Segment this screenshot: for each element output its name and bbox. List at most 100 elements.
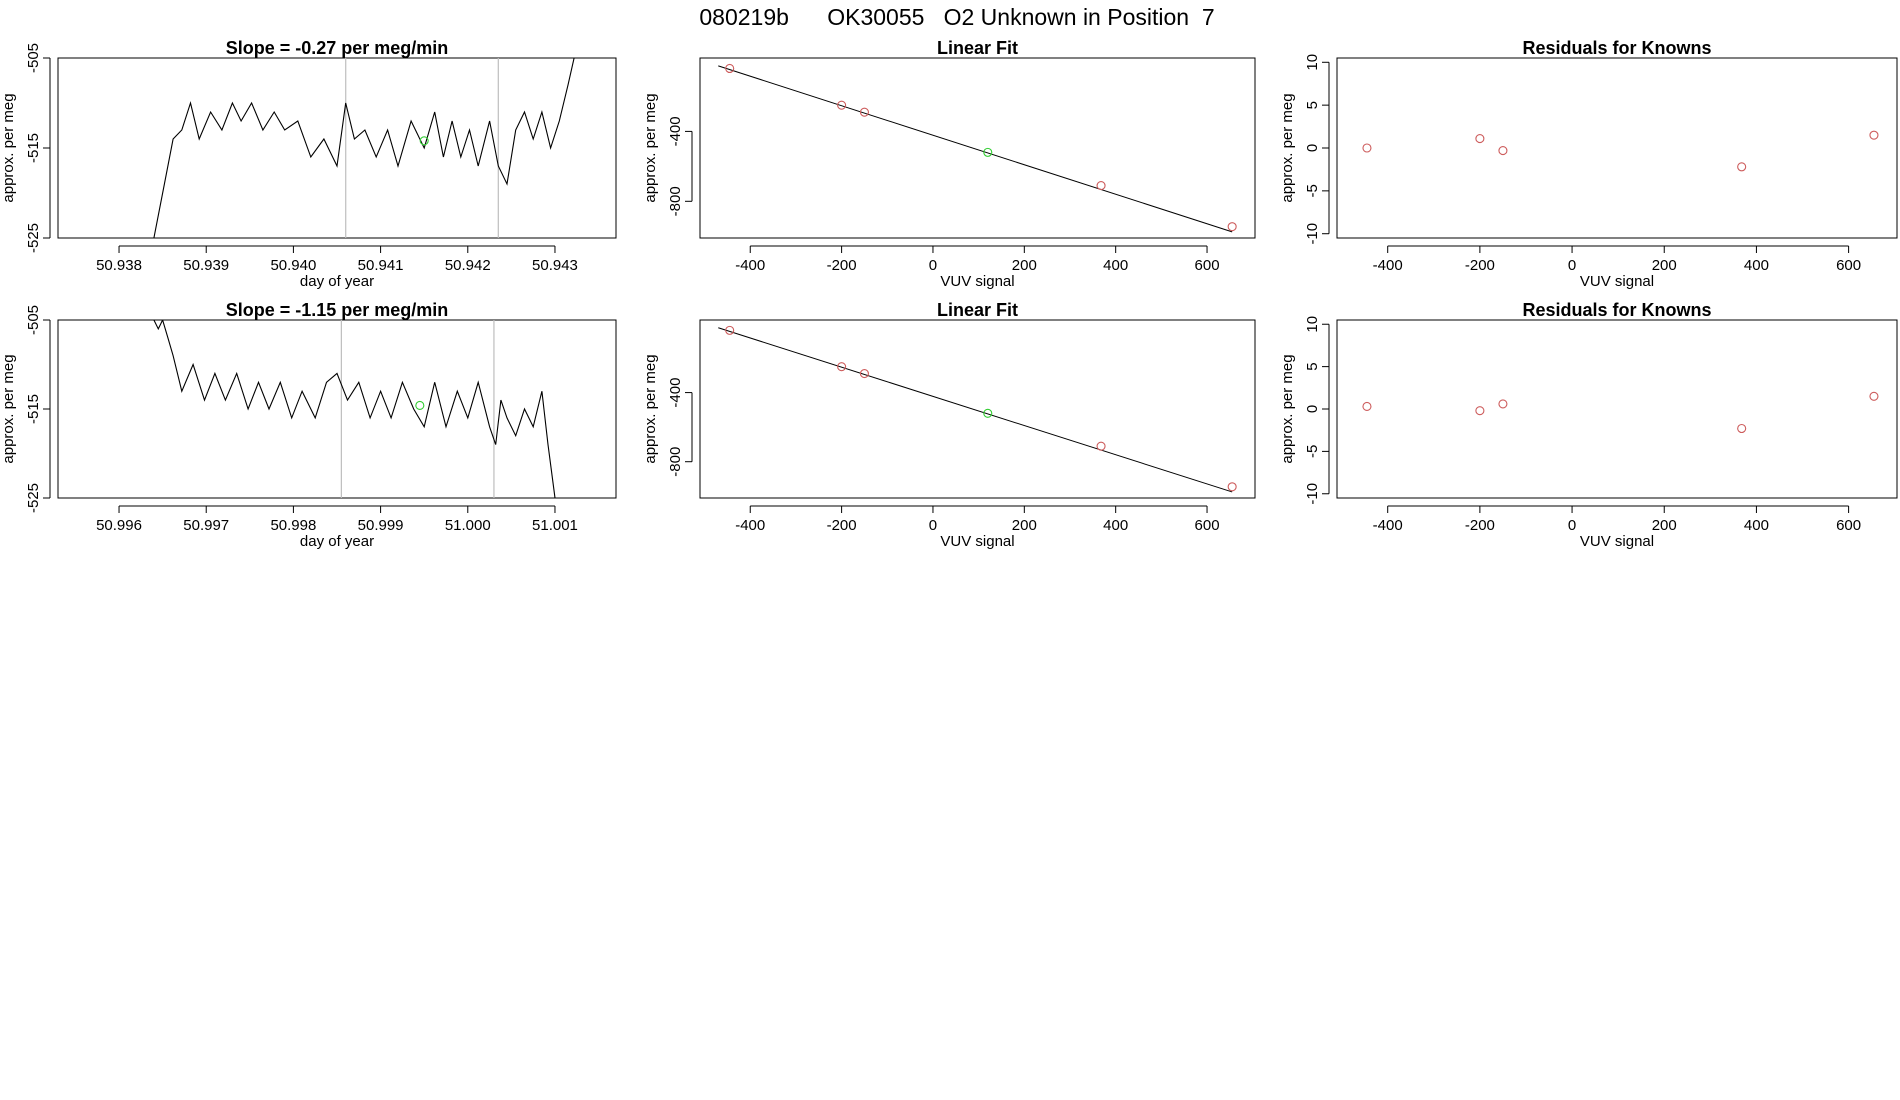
plot-frame	[1336, 319, 1898, 499]
x-tick-label: -200	[827, 257, 857, 274]
known-point	[1869, 130, 1879, 140]
y-tick-label: -10	[1304, 483, 1321, 505]
y-tick-label: -505	[25, 305, 42, 335]
x-tick-label: -400	[1373, 257, 1403, 274]
plot-area	[1362, 130, 1879, 172]
y-tick-label: -400	[667, 116, 684, 146]
x-tick-label: -200	[1465, 517, 1495, 534]
x-tick-label: 200	[1012, 257, 1037, 274]
plot-area	[718, 325, 1237, 493]
x-tick-label: 0	[929, 257, 937, 274]
chart-panel-6: Residuals for Knowns -400 -200 0 200 400 600 VU…	[1279, 300, 1898, 550]
known-point	[1096, 441, 1106, 451]
known-point	[1498, 399, 1508, 409]
chart-title: Residuals for Knowns	[1522, 300, 1711, 320]
y-tick-label: -525	[25, 483, 42, 513]
known-point	[1096, 181, 1106, 191]
x-tick-label: 200	[1012, 517, 1037, 534]
y-axis-label: approx. per meg	[642, 354, 659, 463]
x-axis: 50.938 50.939 50.940 50.941 50.942 50.943 day …	[96, 245, 578, 290]
x-axis-label: day of year	[300, 273, 374, 290]
x-tick-label: -400	[735, 257, 765, 274]
chart-panel-5: Linear Fit -400 -200 0 200 400 600 VUV signal -8…	[642, 300, 1256, 550]
known-point	[1475, 134, 1485, 144]
x-tick-label: 0	[1568, 257, 1576, 274]
x-tick-label: 400	[1103, 517, 1128, 534]
known-point	[1227, 222, 1237, 232]
x-tick-label: 200	[1652, 517, 1677, 534]
x-axis-label: VUV signal	[1580, 533, 1654, 550]
known-point	[725, 325, 735, 335]
x-tick-label: 51.001	[532, 517, 578, 534]
plot-frame	[699, 319, 1256, 499]
x-tick-label: 200	[1652, 257, 1677, 274]
x-tick-label: -200	[827, 517, 857, 534]
y-axis: -800 -400 approx. per meg	[642, 93, 693, 216]
y-tick-label: 10	[1304, 54, 1321, 71]
plot-area	[1362, 391, 1879, 434]
x-tick-label: 50.942	[445, 257, 491, 274]
known-point	[1737, 423, 1747, 434]
x-axis-label: day of year	[300, 533, 374, 550]
y-tick-label: -400	[667, 378, 684, 408]
x-tick-label: 400	[1744, 257, 1769, 274]
y-tick-label: 5	[1304, 101, 1321, 109]
x-axis: -400 -200 0 200 400 600 VUV signal	[735, 245, 1220, 290]
x-tick-label: 50.996	[96, 517, 142, 534]
x-tick-label: 50.997	[183, 517, 229, 534]
x-tick-label: 51.000	[445, 517, 491, 534]
y-tick-label: -515	[25, 133, 42, 163]
plot-area	[153, 320, 556, 498]
x-tick-label: 600	[1195, 257, 1220, 274]
known-point	[1362, 401, 1372, 412]
unknown-point	[983, 408, 993, 418]
chart-panel-3: Residuals for Knowns -400 -200 0 200 400 600 VU…	[1279, 38, 1898, 290]
y-tick-label: -515	[25, 394, 42, 424]
known-point	[1227, 482, 1237, 492]
figure-title: 080219b OK30055 O2 Unknown in Position 7	[699, 4, 1214, 30]
x-axis-label: VUV signal	[940, 533, 1014, 550]
x-axis-label: VUV signal	[940, 273, 1014, 290]
x-tick-label: 600	[1836, 517, 1861, 534]
plot-area	[153, 58, 575, 238]
y-tick-label: -800	[667, 447, 684, 477]
y-axis-label: approx. per meg	[1279, 354, 1296, 463]
y-axis: -800 -400 approx. per meg	[642, 354, 693, 477]
y-tick-label: -5	[1304, 445, 1321, 458]
known-point	[837, 362, 847, 372]
y-axis: -525 -515 -505 approx. per meg	[0, 43, 51, 253]
plot-frame	[699, 57, 1256, 239]
known-point	[859, 369, 869, 379]
x-tick-label: 50.938	[96, 257, 142, 274]
y-axis-label: approx. per meg	[0, 354, 17, 463]
x-tick-label: 0	[929, 517, 937, 534]
y-tick-label: -800	[667, 186, 684, 216]
known-point	[1737, 162, 1747, 172]
x-axis-label: VUV signal	[1580, 273, 1654, 290]
known-point	[1498, 146, 1508, 156]
plot-area	[718, 63, 1237, 233]
y-tick-label: 10	[1304, 316, 1321, 333]
y-tick-label: -5	[1304, 184, 1321, 197]
x-tick-label: -400	[1373, 517, 1403, 534]
chart-title: Linear Fit	[937, 38, 1018, 58]
x-tick-label: 50.940	[270, 257, 316, 274]
y-axis-label: approx. per meg	[0, 93, 17, 202]
y-tick-label: 0	[1304, 144, 1321, 152]
y-tick-label: -10	[1304, 223, 1321, 245]
y-axis: -10 -5 0 5 10 approx. per meg	[1279, 54, 1330, 245]
x-tick-label: 600	[1195, 517, 1220, 534]
trace-line	[153, 58, 575, 238]
trace-line	[153, 320, 556, 498]
chart-panel-2: Linear Fit -400 -200 0 200 400 600 VUV signal -8…	[642, 38, 1256, 290]
chart-title: Slope = -0.27 per meg/min	[226, 38, 449, 58]
known-point	[725, 63, 735, 74]
chart-title: Residuals for Knowns	[1522, 38, 1711, 58]
panels: Slope = -0.27 per meg/min 50.938 50.939 50.…	[0, 38, 1898, 550]
fit-line	[718, 327, 1233, 493]
y-tick-label: 0	[1304, 405, 1321, 413]
x-axis: -400 -200 0 200 400 600 VUV signal	[735, 505, 1220, 550]
y-axis-label: approx. per meg	[642, 93, 659, 202]
